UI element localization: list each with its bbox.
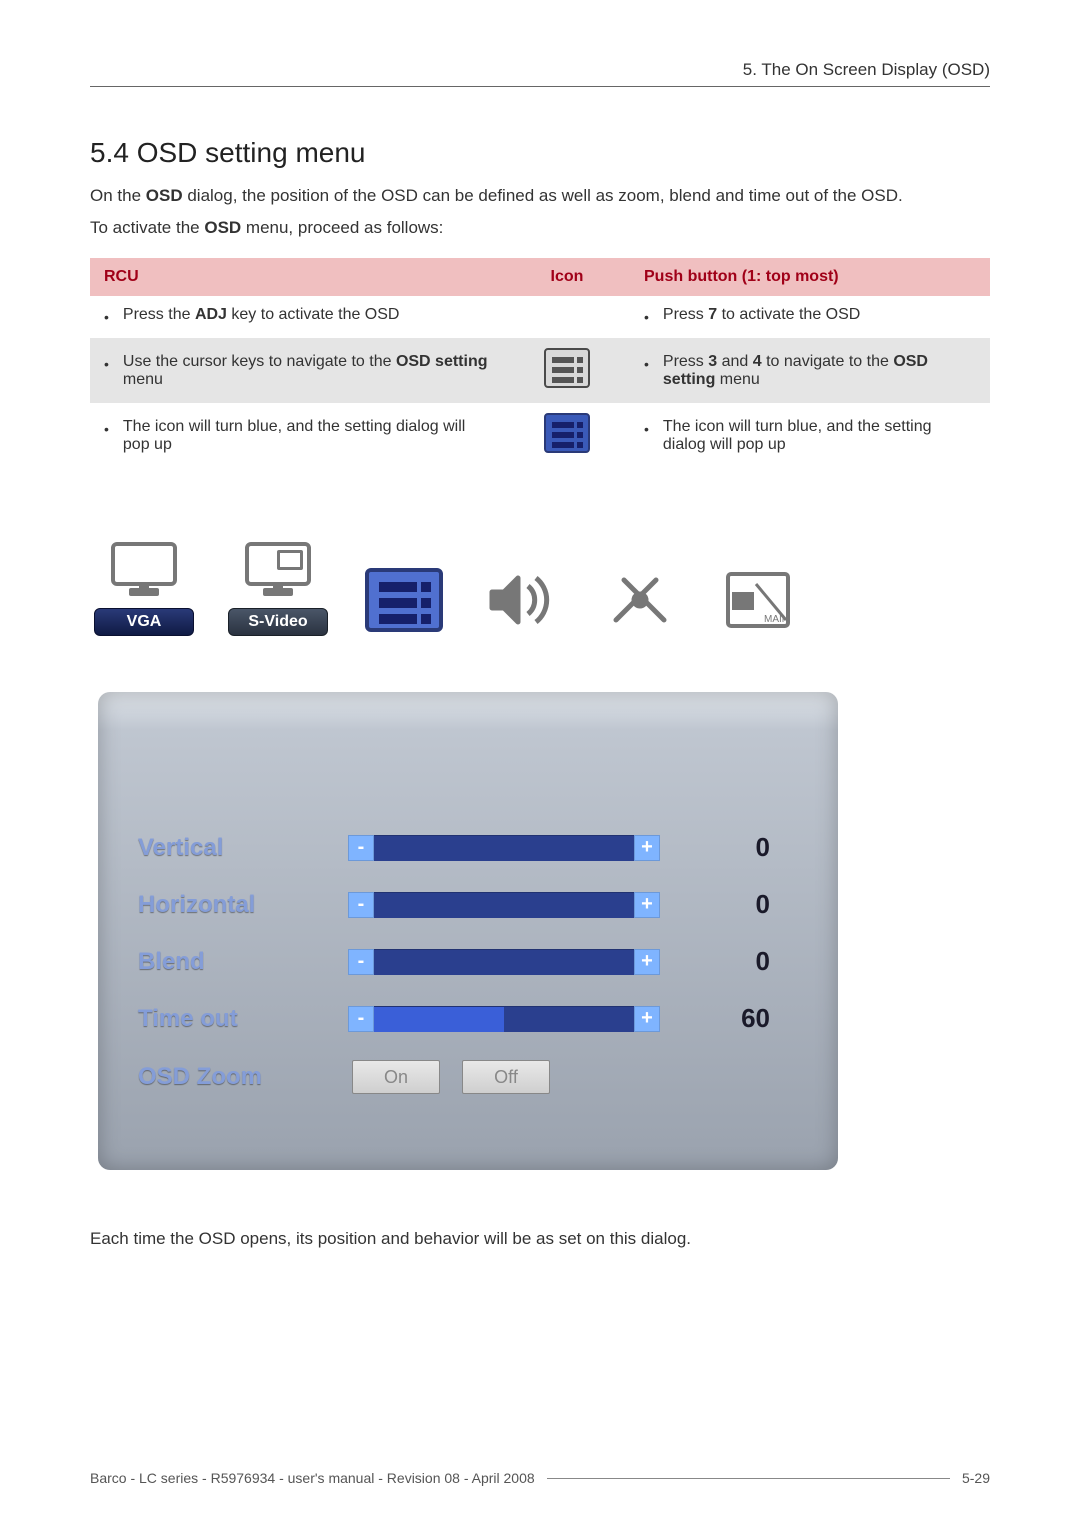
text: menu: [123, 371, 163, 388]
bullet-icon: •: [644, 306, 649, 328]
push-text: Press 3 and 4 to navigate to the OSD set…: [663, 353, 976, 389]
table-row: • The icon will turn blue, and the setti…: [90, 403, 990, 468]
osd-setting-icon[interactable]: [362, 564, 446, 636]
section-number: 5.4: [90, 137, 129, 168]
blend-row: Blend - + 0: [138, 946, 798, 977]
text: On the: [90, 186, 146, 205]
footer-page-number: 5-29: [962, 1470, 990, 1486]
vga-tab[interactable]: VGA: [94, 608, 194, 636]
text: dialog, the position of the OSD can be d…: [183, 186, 903, 205]
vertical-row: Vertical - + 0: [138, 832, 798, 863]
section-heading: 5.4 OSD setting menu: [90, 137, 990, 169]
tools-icon[interactable]: [598, 564, 682, 636]
plus-button[interactable]: +: [634, 835, 660, 861]
page-header: 5. The On Screen Display (OSD): [90, 60, 990, 87]
osd-tab-icons: VGA S-Video: [90, 528, 990, 636]
col-rcu: RCU: [90, 258, 504, 296]
text: to activate the OSD: [717, 306, 860, 323]
plus-button[interactable]: +: [634, 1006, 660, 1032]
table-row: • Use the cursor keys to navigate to the…: [90, 338, 990, 403]
plus-button[interactable]: +: [634, 949, 660, 975]
timeout-row: Time out - + 60: [138, 1003, 798, 1034]
bold-text: OSD: [204, 218, 241, 237]
icon-cell: [504, 338, 630, 403]
zoom-row: OSD Zoom On Off: [138, 1060, 798, 1094]
vertical-slider[interactable]: - +: [348, 835, 660, 861]
intro-paragraph-1: On the OSD dialog, the position of the O…: [90, 183, 990, 209]
bold-text: OSD: [146, 186, 183, 205]
text: to navigate to the: [762, 353, 894, 370]
icon-cell: [504, 296, 630, 338]
minus-button[interactable]: -: [348, 892, 374, 918]
blend-slider[interactable]: - +: [348, 949, 660, 975]
zoom-on-button[interactable]: On: [352, 1060, 440, 1094]
minus-button[interactable]: -: [348, 835, 374, 861]
minus-button[interactable]: -: [348, 949, 374, 975]
text: To activate the: [90, 218, 204, 237]
vertical-value: 0: [720, 832, 770, 863]
audio-icon[interactable]: [480, 564, 564, 636]
bullet-icon: •: [644, 418, 649, 440]
bullet-icon: •: [104, 353, 109, 375]
section-title: OSD setting menu: [137, 137, 366, 168]
text: key to activate the OSD: [227, 306, 400, 323]
intro-paragraph-2: To activate the OSD menu, proceed as fol…: [90, 215, 990, 241]
col-push: Push button (1: top most): [630, 258, 990, 296]
footer-left: Barco - LC series - R5976934 - user's ma…: [90, 1470, 535, 1486]
page-footer: Barco - LC series - R5976934 - user's ma…: [90, 1470, 990, 1486]
text: Press the: [123, 306, 195, 323]
text: menu, proceed as follows:: [241, 218, 443, 237]
vertical-label: Vertical: [138, 834, 348, 862]
text: Press: [663, 353, 708, 370]
push-text: The icon will turn blue, and the setting…: [663, 418, 976, 454]
horizontal-row: Horizontal - + 0: [138, 889, 798, 920]
rcu-text: Use the cursor keys to navigate to the O…: [123, 353, 490, 389]
svg-text:MAIN: MAIN: [764, 614, 789, 625]
push-text: Press 7 to activate the OSD: [663, 306, 860, 324]
icon-cell: [504, 403, 630, 468]
rcu-text: The icon will turn blue, and the setting…: [123, 418, 490, 454]
blend-value: 0: [720, 946, 770, 977]
monitor-icon: [102, 528, 186, 600]
col-icon: Icon: [504, 258, 630, 296]
svideo-tab[interactable]: S-Video: [228, 608, 328, 636]
timeout-label: Time out: [138, 1005, 348, 1033]
minus-button[interactable]: -: [348, 1006, 374, 1032]
horizontal-value: 0: [720, 889, 770, 920]
monitor-pip-icon: [236, 528, 320, 600]
zoom-off-button[interactable]: Off: [462, 1060, 550, 1094]
timeout-value: 60: [720, 1003, 770, 1034]
bold-text: 4: [753, 353, 762, 370]
horizontal-slider[interactable]: - +: [348, 892, 660, 918]
text: Press: [663, 306, 708, 323]
text: Use the cursor keys to navigate to the: [123, 353, 396, 370]
text: menu: [715, 371, 759, 388]
plus-button[interactable]: +: [634, 892, 660, 918]
bold-text: 3: [708, 353, 717, 370]
horizontal-label: Horizontal: [138, 891, 348, 919]
bullet-icon: •: [644, 353, 649, 375]
closing-paragraph: Each time the OSD opens, its position an…: [90, 1226, 990, 1252]
timeout-slider[interactable]: - +: [348, 1006, 660, 1032]
bold-text: OSD setting: [396, 353, 488, 370]
instruction-table: RCU Icon Push button (1: top most) • Pre…: [90, 258, 990, 468]
osd-menu-icon-active: [544, 413, 590, 453]
zoom-label: OSD Zoom: [138, 1063, 348, 1091]
bullet-icon: •: [104, 306, 109, 328]
rcu-text: Press the ADJ key to activate the OSD: [123, 306, 400, 324]
chapter-title: 5. The On Screen Display (OSD): [90, 60, 990, 80]
pip-layout-icon[interactable]: MAIN: [716, 564, 800, 636]
table-row: • Press the ADJ key to activate the OSD …: [90, 296, 990, 338]
footer-rule: [547, 1478, 950, 1479]
blend-label: Blend: [138, 948, 348, 976]
osd-menu-icon: [544, 348, 590, 388]
bold-text: ADJ: [195, 306, 227, 323]
text: and: [717, 353, 753, 370]
bullet-icon: •: [104, 418, 109, 440]
osd-settings-dialog: Vertical - + 0 Horizontal - + 0 Blend - …: [98, 692, 838, 1170]
bold-text: 7: [708, 306, 717, 323]
